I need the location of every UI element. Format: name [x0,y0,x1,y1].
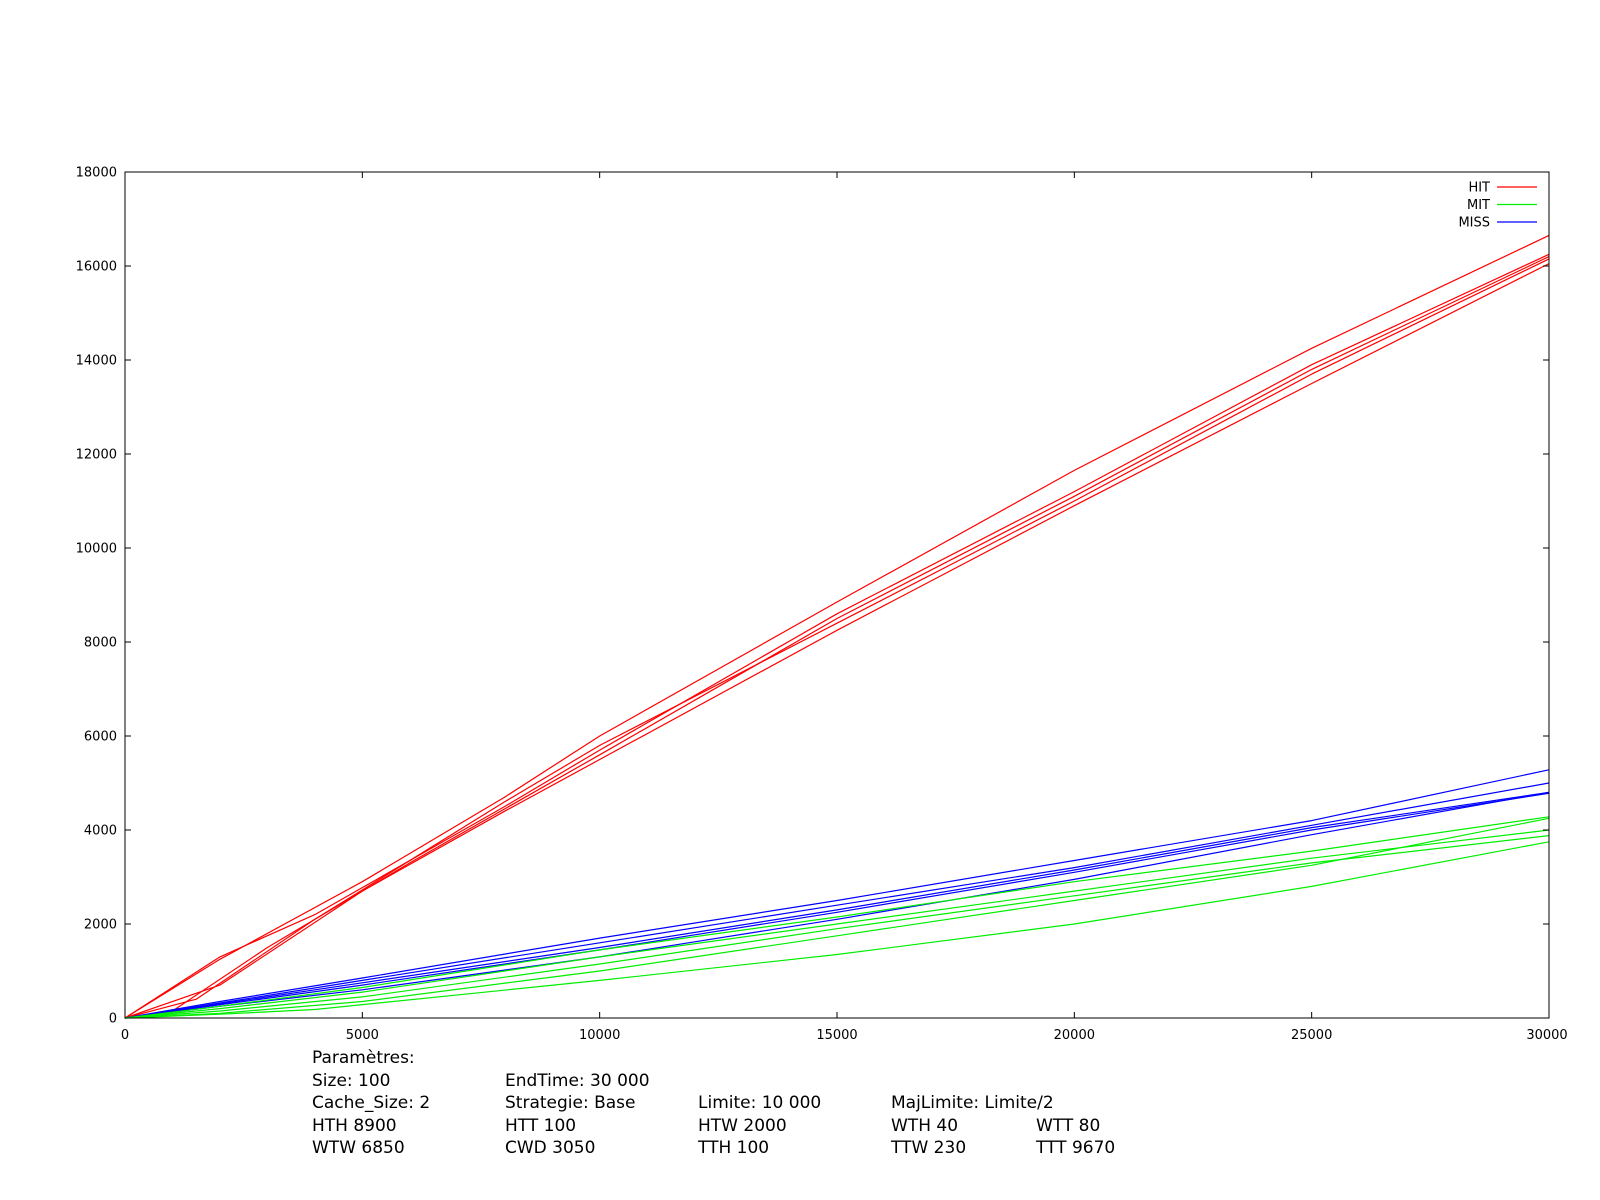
series-line-mit-13 [124,817,1550,1019]
param-htt: HTT 100 [505,1115,577,1136]
param-tth: TTH 100 [698,1138,770,1158]
x-tick-label: 20000 [1054,1028,1095,1043]
y-tick-label: 12000 [76,448,117,463]
param-wth: WTH 40 [891,1115,959,1136]
param-limite: Limite: 10 000 [698,1093,822,1113]
series-line-hit-1 [124,253,1550,1019]
series-line-miss-8 [124,792,1550,1019]
y-tick-label: 4000 [84,824,117,839]
param-htw: HTW 2000 [698,1115,787,1136]
param-strategie: Strategie: Base [505,1093,636,1113]
series-line-miss-7 [124,791,1550,1019]
series-line-mit-10 [124,816,1550,1019]
legend-label-miss: MISS [1458,216,1490,231]
param-cache-size: Cache_Size: 2 [312,1093,431,1113]
series-line-miss-5 [124,769,1550,1019]
y-tick-label: 6000 [84,730,117,745]
y-tick-label: 2000 [84,918,117,933]
y-tick-label: 14000 [76,354,117,369]
series-line-mit-14 [124,841,1550,1019]
y-tick-label: 8000 [84,636,117,651]
series-line-hit-4 [124,256,1550,1019]
series-line-mit-11 [124,829,1550,1019]
series-line-mit-12 [124,835,1550,1019]
ticks-layer: 0 5000 10000 15000 20000 25000 30000 0 2000 4000 6… [76,166,1568,1044]
param-majlimite: MajLimite: Limite/2 [891,1093,1054,1113]
legend-label-hit: HIT [1468,181,1490,196]
param-wtt: WTT 80 [1036,1115,1101,1136]
x-tick-label: 10000 [579,1028,620,1043]
param-size: Size: 100 [312,1070,391,1091]
legend-label-mit: MIT [1467,198,1490,213]
y-tick-label: 16000 [76,260,117,275]
series-layer [124,234,1550,1019]
param-hth: HTH 8900 [312,1115,397,1136]
param-cwd: CWD 3050 [505,1138,596,1158]
series-line-hit-0 [124,234,1550,1019]
y-tick-label: 18000 [76,166,117,181]
x-tick-label: 5000 [346,1028,379,1043]
x-tick-label: 25000 [1291,1028,1332,1043]
y-tick-label: 0 [109,1012,117,1027]
plot-frame [124,171,1550,1019]
series-line-hit-2 [124,258,1550,1019]
param-ttt: TTT 9670 [1036,1138,1116,1158]
parameters-heading: Paramètres: [312,1048,415,1068]
x-tick-label: 30000 [1526,1028,1567,1043]
x-tick-label: 15000 [816,1028,857,1043]
series-line-hit-3 [124,263,1550,1019]
series-line-miss-6 [124,782,1550,1019]
param-ttw: TTW 230 [891,1138,967,1158]
param-wtw: WTW 6850 [312,1138,405,1158]
x-tick-label: 0 [121,1028,129,1043]
y-tick-label: 10000 [76,542,117,557]
legend: HIT MIT MISS [1458,181,1537,231]
param-endtime: EndTime: 30 000 [505,1070,650,1091]
